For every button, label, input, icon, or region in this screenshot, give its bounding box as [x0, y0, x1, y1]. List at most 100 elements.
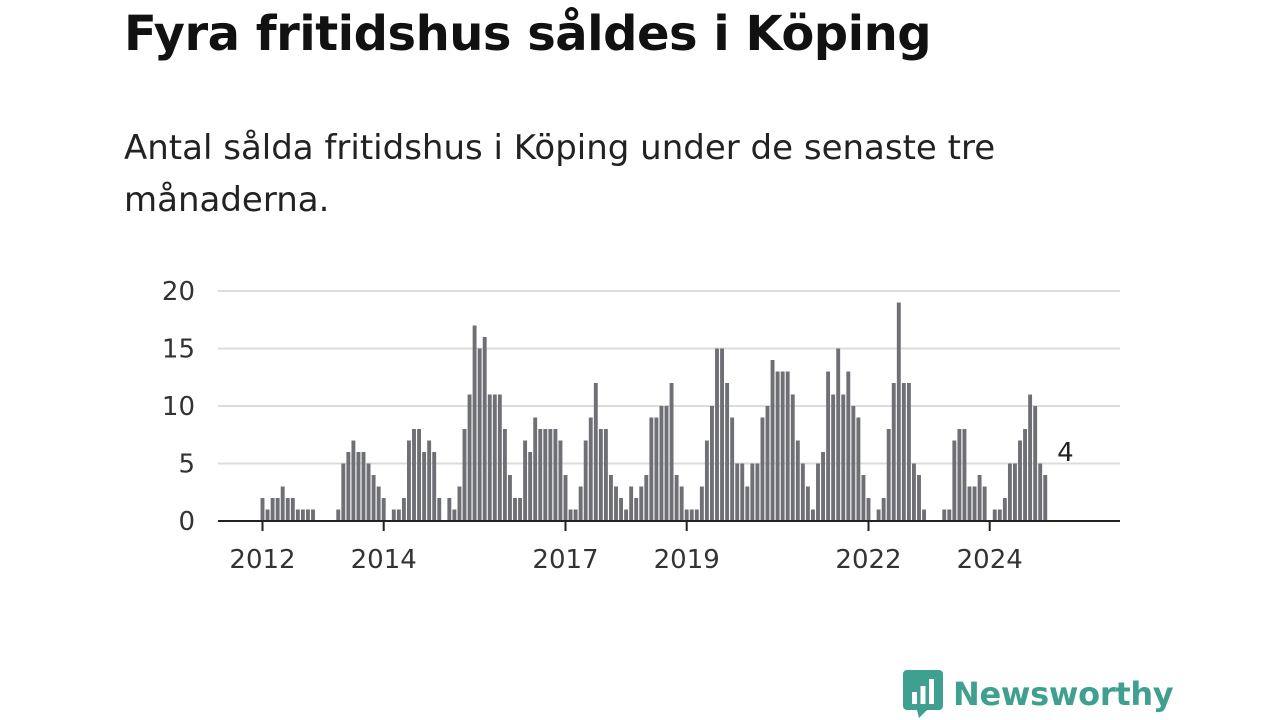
bar [664, 406, 669, 521]
bar [346, 452, 351, 521]
bar [629, 486, 634, 521]
bar [639, 486, 644, 521]
bar [992, 509, 997, 521]
bar [300, 509, 305, 521]
bar [922, 509, 926, 521]
bar-chart: 0 5 10 15 20 2012 2014 2017 2019 2022 2024 4 [162, 277, 1120, 575]
bar [891, 383, 896, 521]
bar [543, 429, 548, 521]
bar [735, 463, 740, 521]
bar [730, 417, 735, 521]
bar [821, 452, 825, 521]
bar [785, 371, 790, 521]
bar [942, 509, 947, 521]
bar [694, 509, 699, 521]
bar [886, 429, 891, 521]
bar [760, 417, 765, 521]
bar [533, 417, 538, 521]
bar [502, 429, 507, 521]
bar [856, 417, 861, 521]
bar [1007, 463, 1012, 521]
y-tick-label: 5 [178, 450, 195, 480]
bar [412, 429, 416, 521]
bar [710, 406, 714, 521]
bar [578, 486, 583, 521]
bar [614, 486, 618, 521]
bar [457, 486, 462, 521]
bar [432, 452, 437, 521]
bar [361, 452, 366, 521]
bar [482, 337, 487, 521]
bar [957, 429, 962, 521]
bar [800, 463, 805, 521]
bar [548, 429, 553, 521]
bar [841, 394, 846, 521]
bar [487, 394, 492, 521]
bar [770, 360, 775, 521]
newsworthy-logo-text: Newsworthy [953, 675, 1174, 713]
bar [558, 440, 563, 521]
bar [280, 486, 285, 521]
bar [523, 440, 528, 521]
bar [644, 475, 649, 521]
bar [290, 498, 295, 521]
bar [462, 429, 467, 521]
bar [962, 429, 967, 521]
bar [407, 440, 411, 521]
bar [896, 302, 901, 521]
bar [336, 509, 341, 521]
bar [270, 498, 275, 521]
bar [679, 486, 684, 521]
bar [659, 406, 664, 521]
bar [740, 463, 745, 521]
bar [356, 452, 361, 521]
bar [917, 475, 921, 521]
bar [477, 348, 482, 521]
bar [765, 406, 770, 521]
bar [750, 463, 755, 521]
data-labels: 4 [1057, 438, 1074, 468]
bar [371, 475, 376, 521]
bar [306, 509, 310, 521]
bar [780, 371, 785, 521]
bar [901, 383, 906, 521]
bar [1038, 463, 1043, 521]
bar [275, 498, 280, 521]
bar [982, 486, 987, 521]
bar [381, 498, 386, 521]
bar [603, 429, 608, 521]
bar [467, 394, 472, 521]
y-axis-ticks: 0 5 10 15 20 [162, 277, 195, 537]
bar [366, 463, 371, 521]
bar [972, 486, 977, 521]
bar [568, 509, 573, 521]
bar [472, 325, 477, 521]
bar [977, 475, 982, 521]
bar [396, 509, 401, 521]
bar [805, 486, 810, 521]
bar [508, 475, 512, 521]
highlight-value-label: 4 [1057, 438, 1074, 468]
bar [1002, 498, 1007, 521]
bar [669, 383, 674, 521]
bar [588, 417, 593, 521]
bar [311, 509, 315, 521]
bar [265, 509, 270, 521]
bar [1013, 463, 1017, 521]
bar [528, 452, 533, 521]
bar [861, 475, 866, 521]
bar [417, 429, 421, 521]
y-tick-label: 15 [162, 335, 195, 365]
bar [816, 463, 820, 521]
bar [699, 486, 704, 521]
bar [967, 486, 972, 521]
bar [492, 394, 497, 521]
bar [811, 509, 815, 521]
bar [573, 509, 578, 521]
page-subtitle: Antal sålda fritidshus i Köping under de… [124, 128, 996, 220]
bar [1018, 440, 1022, 521]
bar [427, 440, 432, 521]
newsworthy-bar-icon [903, 670, 943, 718]
bar [745, 486, 750, 521]
bar [952, 440, 957, 521]
